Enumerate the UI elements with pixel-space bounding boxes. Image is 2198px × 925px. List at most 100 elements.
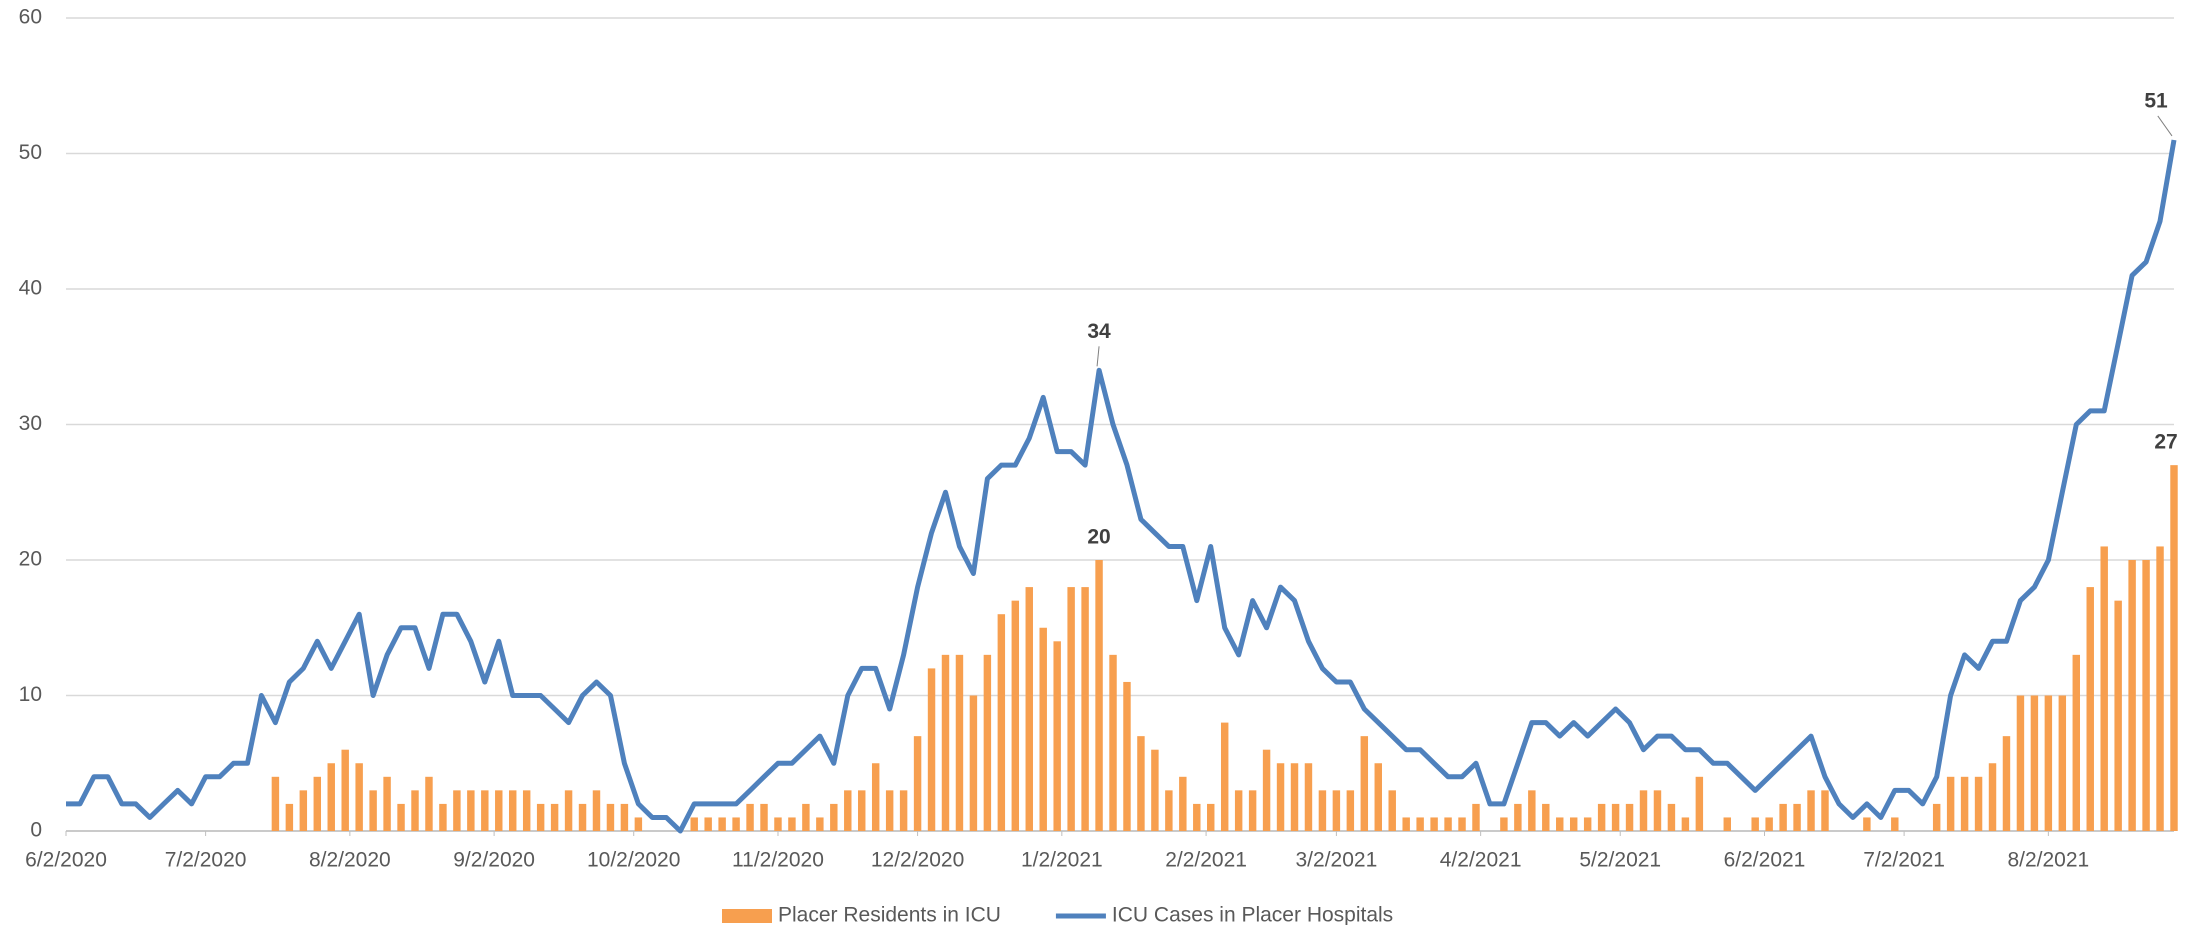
bar (1542, 803, 1550, 831)
bar (899, 790, 908, 831)
bar (1779, 803, 1787, 831)
bar (969, 695, 978, 831)
x-tick-label: 2/2/2021 (1165, 849, 1247, 872)
bar (411, 790, 419, 831)
bar (746, 803, 754, 831)
x-tick-label: 5/2/2021 (1579, 849, 1661, 872)
y-tick-label: 20 (19, 548, 42, 571)
bar (844, 790, 852, 831)
leader-line (1096, 346, 1100, 367)
bar (1207, 803, 1215, 831)
bar (1988, 763, 1997, 831)
bar (495, 790, 503, 831)
bar (606, 803, 615, 831)
bar (1095, 560, 1103, 831)
bar (299, 790, 308, 831)
bar (2142, 560, 2150, 831)
bar (1597, 803, 1606, 831)
bar (1011, 600, 1020, 831)
bar (341, 749, 349, 831)
bar (1276, 763, 1285, 831)
bar (1569, 817, 1578, 831)
bar (1025, 587, 1033, 831)
bar (1639, 790, 1648, 831)
x-tick-label: 11/2/2020 (732, 849, 824, 872)
bar (1179, 776, 1187, 831)
y-tick-label: 60 (19, 6, 42, 29)
bar (1332, 790, 1341, 831)
bar (760, 803, 768, 831)
x-tick-label: 8/2/2021 (2007, 849, 2089, 872)
bar (802, 803, 810, 831)
bar (704, 817, 712, 831)
x-tick-label: 7/2/2021 (1863, 849, 1945, 872)
leader-line (2157, 115, 2173, 137)
y-tick-label: 40 (19, 277, 42, 300)
bar (1807, 790, 1815, 831)
bar (2058, 695, 2067, 831)
bar (509, 790, 517, 831)
bar (1793, 803, 1801, 831)
bar (927, 668, 936, 831)
bar (2016, 695, 2025, 831)
data-label: 51 (2144, 89, 2168, 112)
bar (383, 776, 391, 831)
legend-swatch (722, 909, 772, 923)
bar (271, 776, 280, 831)
bar (1137, 736, 1145, 831)
bar (425, 776, 433, 831)
bar (885, 790, 894, 831)
bar (997, 614, 1006, 831)
bar (522, 790, 531, 831)
bar (620, 803, 629, 831)
bar (355, 763, 363, 831)
bar (1583, 817, 1592, 831)
bar (536, 803, 545, 831)
bar (1821, 790, 1829, 831)
bar (955, 654, 964, 831)
x-tick-label: 8/2/2020 (309, 849, 391, 872)
bar (858, 790, 866, 831)
bar (1262, 749, 1271, 831)
bar (453, 790, 461, 831)
bar (1039, 627, 1047, 831)
bar (1248, 790, 1257, 831)
bar (1695, 776, 1704, 831)
bar (1151, 749, 1159, 831)
bar (1290, 763, 1299, 831)
bar (788, 817, 796, 831)
bar (1458, 817, 1466, 831)
bar (578, 803, 587, 831)
bar (690, 817, 698, 831)
bar (1165, 790, 1173, 831)
bar (1653, 790, 1662, 831)
bar (327, 763, 335, 831)
bar (1500, 817, 1508, 831)
bar (564, 790, 573, 831)
bar (1193, 803, 1201, 831)
bar (871, 763, 880, 831)
bar (1304, 763, 1313, 831)
x-tick-label: 7/2/2020 (165, 849, 247, 872)
bar (1681, 817, 1690, 831)
bar (1374, 763, 1382, 831)
bar (634, 817, 643, 831)
legend-label: Placer Residents in ICU (778, 904, 1001, 925)
bar (1402, 817, 1410, 831)
bar (2170, 465, 2178, 831)
bar (1863, 817, 1871, 831)
bar (1472, 803, 1480, 831)
bar (2044, 695, 2053, 831)
bar (313, 776, 322, 831)
bar (2072, 654, 2081, 831)
bar (2100, 546, 2108, 831)
x-tick-label: 10/2/2020 (587, 849, 680, 872)
bar (830, 803, 838, 831)
line (66, 139, 2177, 834)
bar (718, 817, 726, 831)
bar (1220, 722, 1229, 831)
bar (1360, 736, 1369, 831)
bar (1514, 803, 1522, 831)
bar (732, 817, 740, 831)
bar (2156, 546, 2164, 831)
